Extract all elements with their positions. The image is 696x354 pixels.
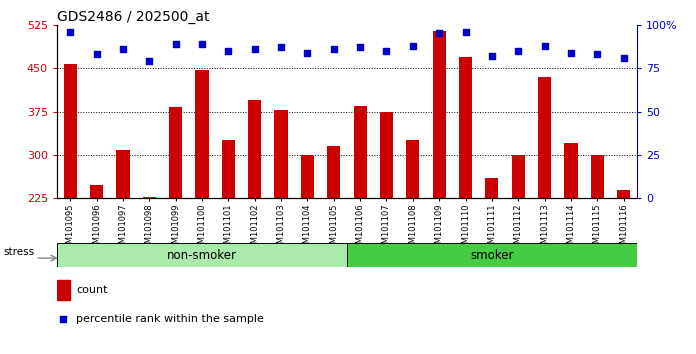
Bar <box>90 185 103 198</box>
Point <box>302 50 313 55</box>
Bar <box>347 243 637 267</box>
Point <box>249 46 260 52</box>
Bar <box>512 155 525 198</box>
Text: non-smoker: non-smoker <box>167 249 237 262</box>
Bar <box>248 100 261 198</box>
Point <box>58 316 69 321</box>
Bar <box>63 63 77 198</box>
Bar <box>57 243 347 267</box>
Bar <box>116 150 129 198</box>
Point <box>487 53 498 59</box>
Bar <box>591 155 604 198</box>
Bar <box>617 190 631 198</box>
Text: smoker: smoker <box>470 249 514 262</box>
Bar <box>301 155 314 198</box>
Text: stress: stress <box>3 247 34 257</box>
Text: count: count <box>76 285 108 295</box>
Point <box>196 41 207 47</box>
Text: GDS2486 / 202500_at: GDS2486 / 202500_at <box>57 10 209 24</box>
Bar <box>143 196 156 198</box>
Bar <box>564 143 578 198</box>
Bar <box>485 178 498 198</box>
Point <box>381 48 392 53</box>
Point <box>223 48 234 53</box>
Bar <box>327 146 340 198</box>
Bar <box>196 70 209 198</box>
Point <box>539 43 550 48</box>
Point <box>354 45 365 50</box>
Point <box>460 29 471 35</box>
Point <box>91 51 102 57</box>
Bar <box>538 77 551 198</box>
Point <box>592 51 603 57</box>
Point <box>565 50 576 55</box>
Point <box>276 45 287 50</box>
Bar <box>354 106 367 198</box>
Point <box>329 46 340 52</box>
Bar <box>169 107 182 198</box>
Bar <box>222 141 235 198</box>
Point <box>144 58 155 64</box>
Bar <box>433 30 445 198</box>
Point <box>618 55 629 61</box>
Point <box>407 43 418 48</box>
Point <box>170 41 181 47</box>
Bar <box>274 110 287 198</box>
Bar <box>380 112 393 198</box>
Point <box>65 29 76 35</box>
Bar <box>57 280 70 300</box>
Text: percentile rank within the sample: percentile rank within the sample <box>76 314 264 324</box>
Point <box>434 30 445 36</box>
Bar <box>459 57 472 198</box>
Point <box>118 46 129 52</box>
Bar <box>406 141 420 198</box>
Point <box>513 48 524 53</box>
